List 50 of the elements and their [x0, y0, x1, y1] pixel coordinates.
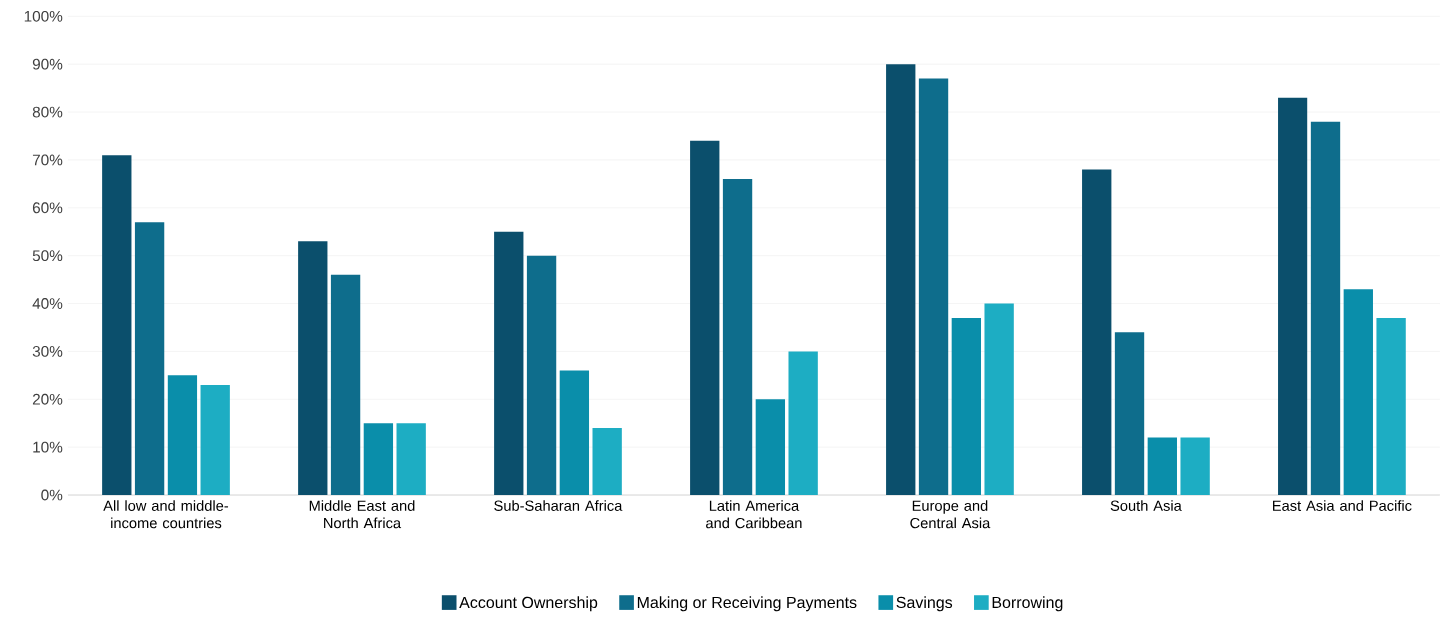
bar [134, 222, 165, 495]
legend-label: Borrowing [992, 596, 1063, 612]
y-tick-label: 70% [32, 154, 63, 166]
x-tick-label: East Asia and Pacific [1273, 500, 1412, 511]
bar [951, 317, 982, 495]
x-tick-label: South Asia [1110, 500, 1182, 511]
bar [918, 78, 949, 495]
y-tick-label: 20% [32, 393, 63, 405]
y-tick-label: 90% [32, 58, 63, 70]
bar [788, 351, 818, 495]
y-tick-label: 30% [32, 345, 63, 357]
x-tick-label: Sub-Saharan Africa [494, 500, 623, 511]
bar [1114, 332, 1145, 495]
legend-label: Account Ownership [459, 596, 598, 612]
bar [886, 64, 916, 495]
y-tick-label: 40% [32, 298, 63, 309]
y-tick-label: 100% [24, 10, 63, 22]
legend-label: Savings [896, 596, 953, 612]
bar [984, 303, 1014, 495]
bar [722, 179, 753, 495]
bar [1278, 97, 1308, 495]
bar [1147, 437, 1177, 495]
bar [755, 399, 786, 495]
legend-label: Making or Receiving Payments [637, 596, 857, 612]
bar [102, 155, 132, 495]
x-tick-label: Middle East and North Africa [309, 500, 415, 529]
bar [1180, 437, 1210, 495]
bar [363, 423, 394, 495]
bar [396, 423, 426, 495]
bar [690, 140, 720, 495]
y-tick-label: 80% [32, 106, 63, 118]
bar [559, 370, 590, 495]
bar [330, 274, 361, 495]
bar [1343, 289, 1373, 495]
bar [167, 375, 198, 495]
bar [494, 231, 524, 495]
bar [526, 255, 557, 495]
bar [1082, 169, 1112, 495]
y-tick-label: 10% [33, 441, 63, 453]
y-tick-label: 60% [32, 202, 63, 214]
y-tick-label: 0% [41, 489, 63, 501]
bar [592, 427, 622, 495]
bar [200, 384, 230, 495]
bar [1310, 121, 1341, 495]
y-tick-label: 50% [32, 250, 63, 262]
x-tick-label: Latin America and Caribbean [706, 500, 802, 529]
bar [298, 241, 328, 495]
bar [1376, 317, 1406, 495]
x-tick-label: All low and middle-income countries [103, 500, 229, 529]
x-tick-label: Europe and Central Asia [910, 500, 991, 529]
